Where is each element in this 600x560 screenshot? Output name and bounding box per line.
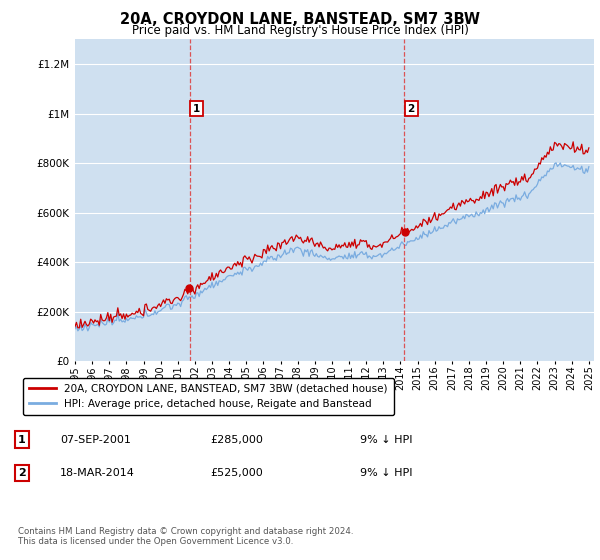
Text: 9% ↓ HPI: 9% ↓ HPI [360,435,413,445]
Text: 18-MAR-2014: 18-MAR-2014 [60,468,135,478]
Legend: 20A, CROYDON LANE, BANSTEAD, SM7 3BW (detached house), HPI: Average price, detac: 20A, CROYDON LANE, BANSTEAD, SM7 3BW (de… [23,377,394,416]
Text: 20A, CROYDON LANE, BANSTEAD, SM7 3BW: 20A, CROYDON LANE, BANSTEAD, SM7 3BW [120,12,480,27]
Text: 2: 2 [18,468,26,478]
Text: Contains HM Land Registry data © Crown copyright and database right 2024.
This d: Contains HM Land Registry data © Crown c… [18,526,353,546]
Text: £285,000: £285,000 [210,435,263,445]
Text: Price paid vs. HM Land Registry's House Price Index (HPI): Price paid vs. HM Land Registry's House … [131,24,469,36]
Text: 07-SEP-2001: 07-SEP-2001 [60,435,131,445]
Text: 2: 2 [407,104,415,114]
Text: £525,000: £525,000 [210,468,263,478]
Text: 9% ↓ HPI: 9% ↓ HPI [360,468,413,478]
Text: 1: 1 [193,104,200,114]
Text: 1: 1 [18,435,26,445]
